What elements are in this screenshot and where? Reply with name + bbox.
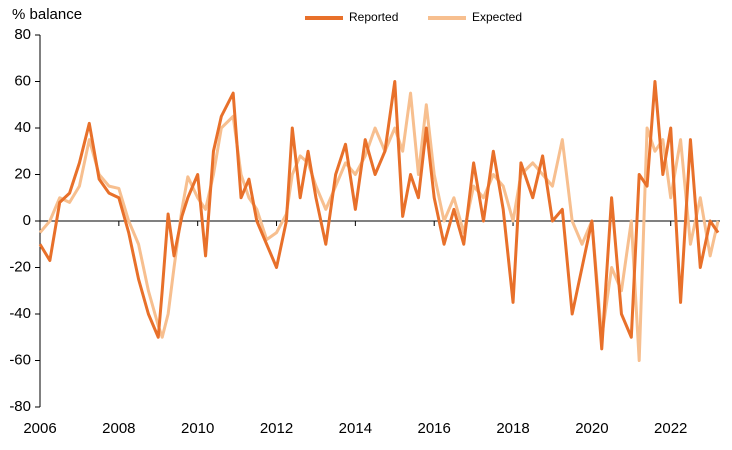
x-tick-label: 2006 <box>23 420 56 437</box>
y-tick-label: 80 <box>14 26 31 43</box>
line-series <box>38 91 720 362</box>
x-tick-label: 2008 <box>102 420 135 437</box>
y-tick-label: 20 <box>14 165 31 182</box>
line-series <box>38 80 720 351</box>
x-tick-label: 2016 <box>418 420 451 437</box>
y-tick-label: 40 <box>14 119 31 136</box>
x-tick-label: 2020 <box>575 420 608 437</box>
x-tick-label: 2022 <box>654 420 687 437</box>
y-tick-label: -20 <box>9 258 31 275</box>
x-tick-label: 2012 <box>260 420 293 437</box>
legend-label: Expected <box>472 10 522 24</box>
x-tick-label: 2018 <box>496 420 529 437</box>
legend-label: Reported <box>349 10 398 24</box>
y-tick-label: 60 <box>14 72 31 89</box>
y-tick-label: -40 <box>9 305 31 322</box>
y-tick-label: 0 <box>23 212 31 229</box>
x-tick-label: 2014 <box>339 420 372 437</box>
x-tick-label: 2010 <box>181 420 214 437</box>
y-axis-title: % balance <box>12 6 82 23</box>
y-tick-label: -60 <box>9 351 31 368</box>
y-tick-label: -80 <box>9 398 31 415</box>
